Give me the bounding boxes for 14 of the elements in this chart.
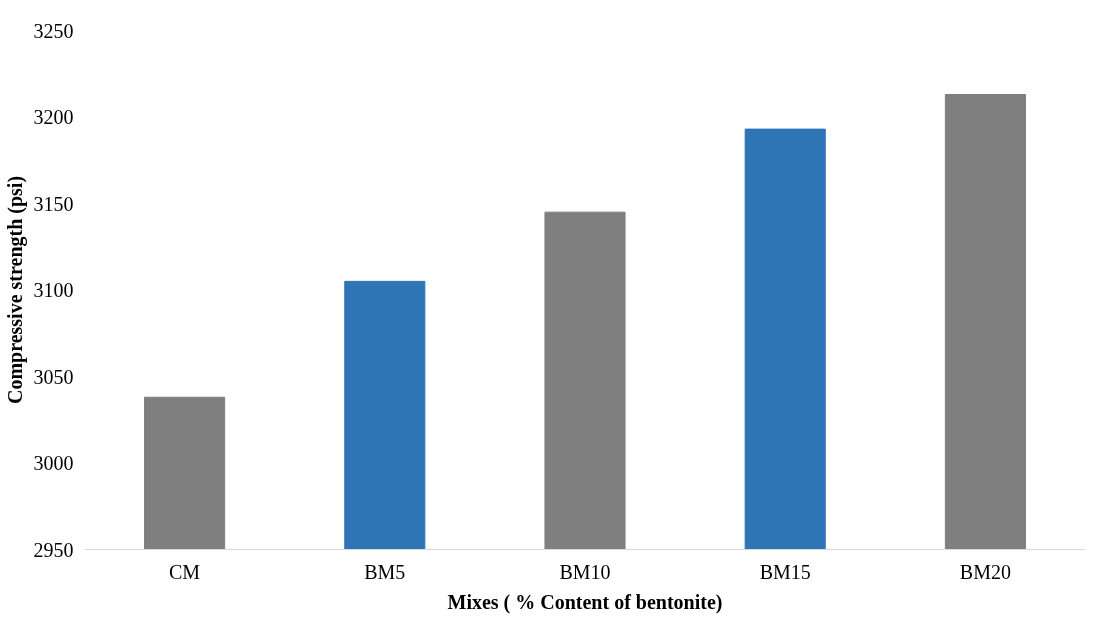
y-axis-title: Compressive strength (psi) — [3, 175, 27, 405]
y-tick-label: 3150 — [33, 192, 74, 215]
x-tick-label: BM5 — [364, 560, 406, 583]
x-tick-label: BM20 — [959, 560, 1011, 583]
x-tick-label: BM15 — [759, 560, 811, 583]
y-tick-label: 3100 — [33, 279, 74, 301]
y-tick-label: 2950 — [33, 538, 74, 561]
y-tick-label: 3200 — [33, 106, 74, 128]
y-tick-label: 3000 — [33, 452, 74, 474]
x-tick-label: CM — [169, 560, 201, 583]
y-tick-label: 3250 — [33, 19, 74, 42]
x-axis-title: Mixes ( % Content of bentonite) — [447, 590, 723, 614]
y-tick-label: 3050 — [33, 365, 74, 388]
x-tick-label: BM10 — [559, 560, 611, 583]
